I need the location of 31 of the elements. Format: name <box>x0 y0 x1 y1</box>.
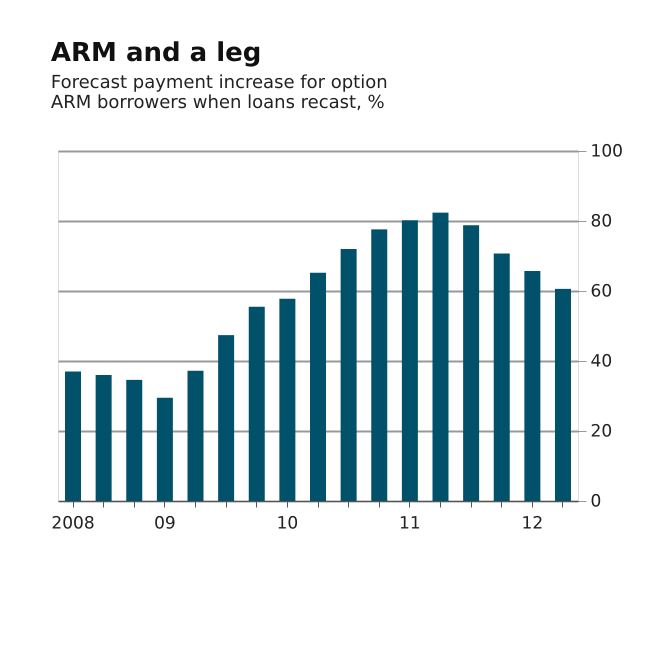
x-tick-label: 2008 <box>51 514 95 534</box>
text: ARM borrowers when loans recast, % <box>50 92 385 113</box>
chart-title: ARM and a leg <box>50 38 262 68</box>
bar <box>126 380 142 501</box>
bar <box>248 306 265 501</box>
bar <box>371 229 388 501</box>
y-tick-label: 0 <box>590 492 602 512</box>
y-tick-label: 20 <box>590 422 612 442</box>
bar <box>96 375 112 501</box>
y-tick-label: 100 <box>590 142 623 162</box>
x-tick-label: 12 <box>522 514 544 534</box>
bar <box>65 372 82 501</box>
x-tick-label: 09 <box>154 514 176 534</box>
bar <box>188 370 204 501</box>
bar <box>554 288 571 501</box>
bar <box>524 271 540 501</box>
bar <box>156 398 173 501</box>
bar <box>310 272 326 501</box>
bar <box>279 298 296 501</box>
bar <box>218 335 234 501</box>
bar <box>463 225 480 501</box>
x-tick-label: 11 <box>399 514 421 534</box>
bar <box>432 212 448 501</box>
y-tick-label: 80 <box>590 212 612 232</box>
x-tick-label: 10 <box>276 514 298 534</box>
y-tick-label: 40 <box>590 352 612 372</box>
bar <box>340 249 357 501</box>
y-tick-label: 60 <box>590 282 612 302</box>
bar <box>494 254 510 501</box>
text: Forecast payment increase for option <box>50 72 388 93</box>
bar <box>402 220 418 501</box>
